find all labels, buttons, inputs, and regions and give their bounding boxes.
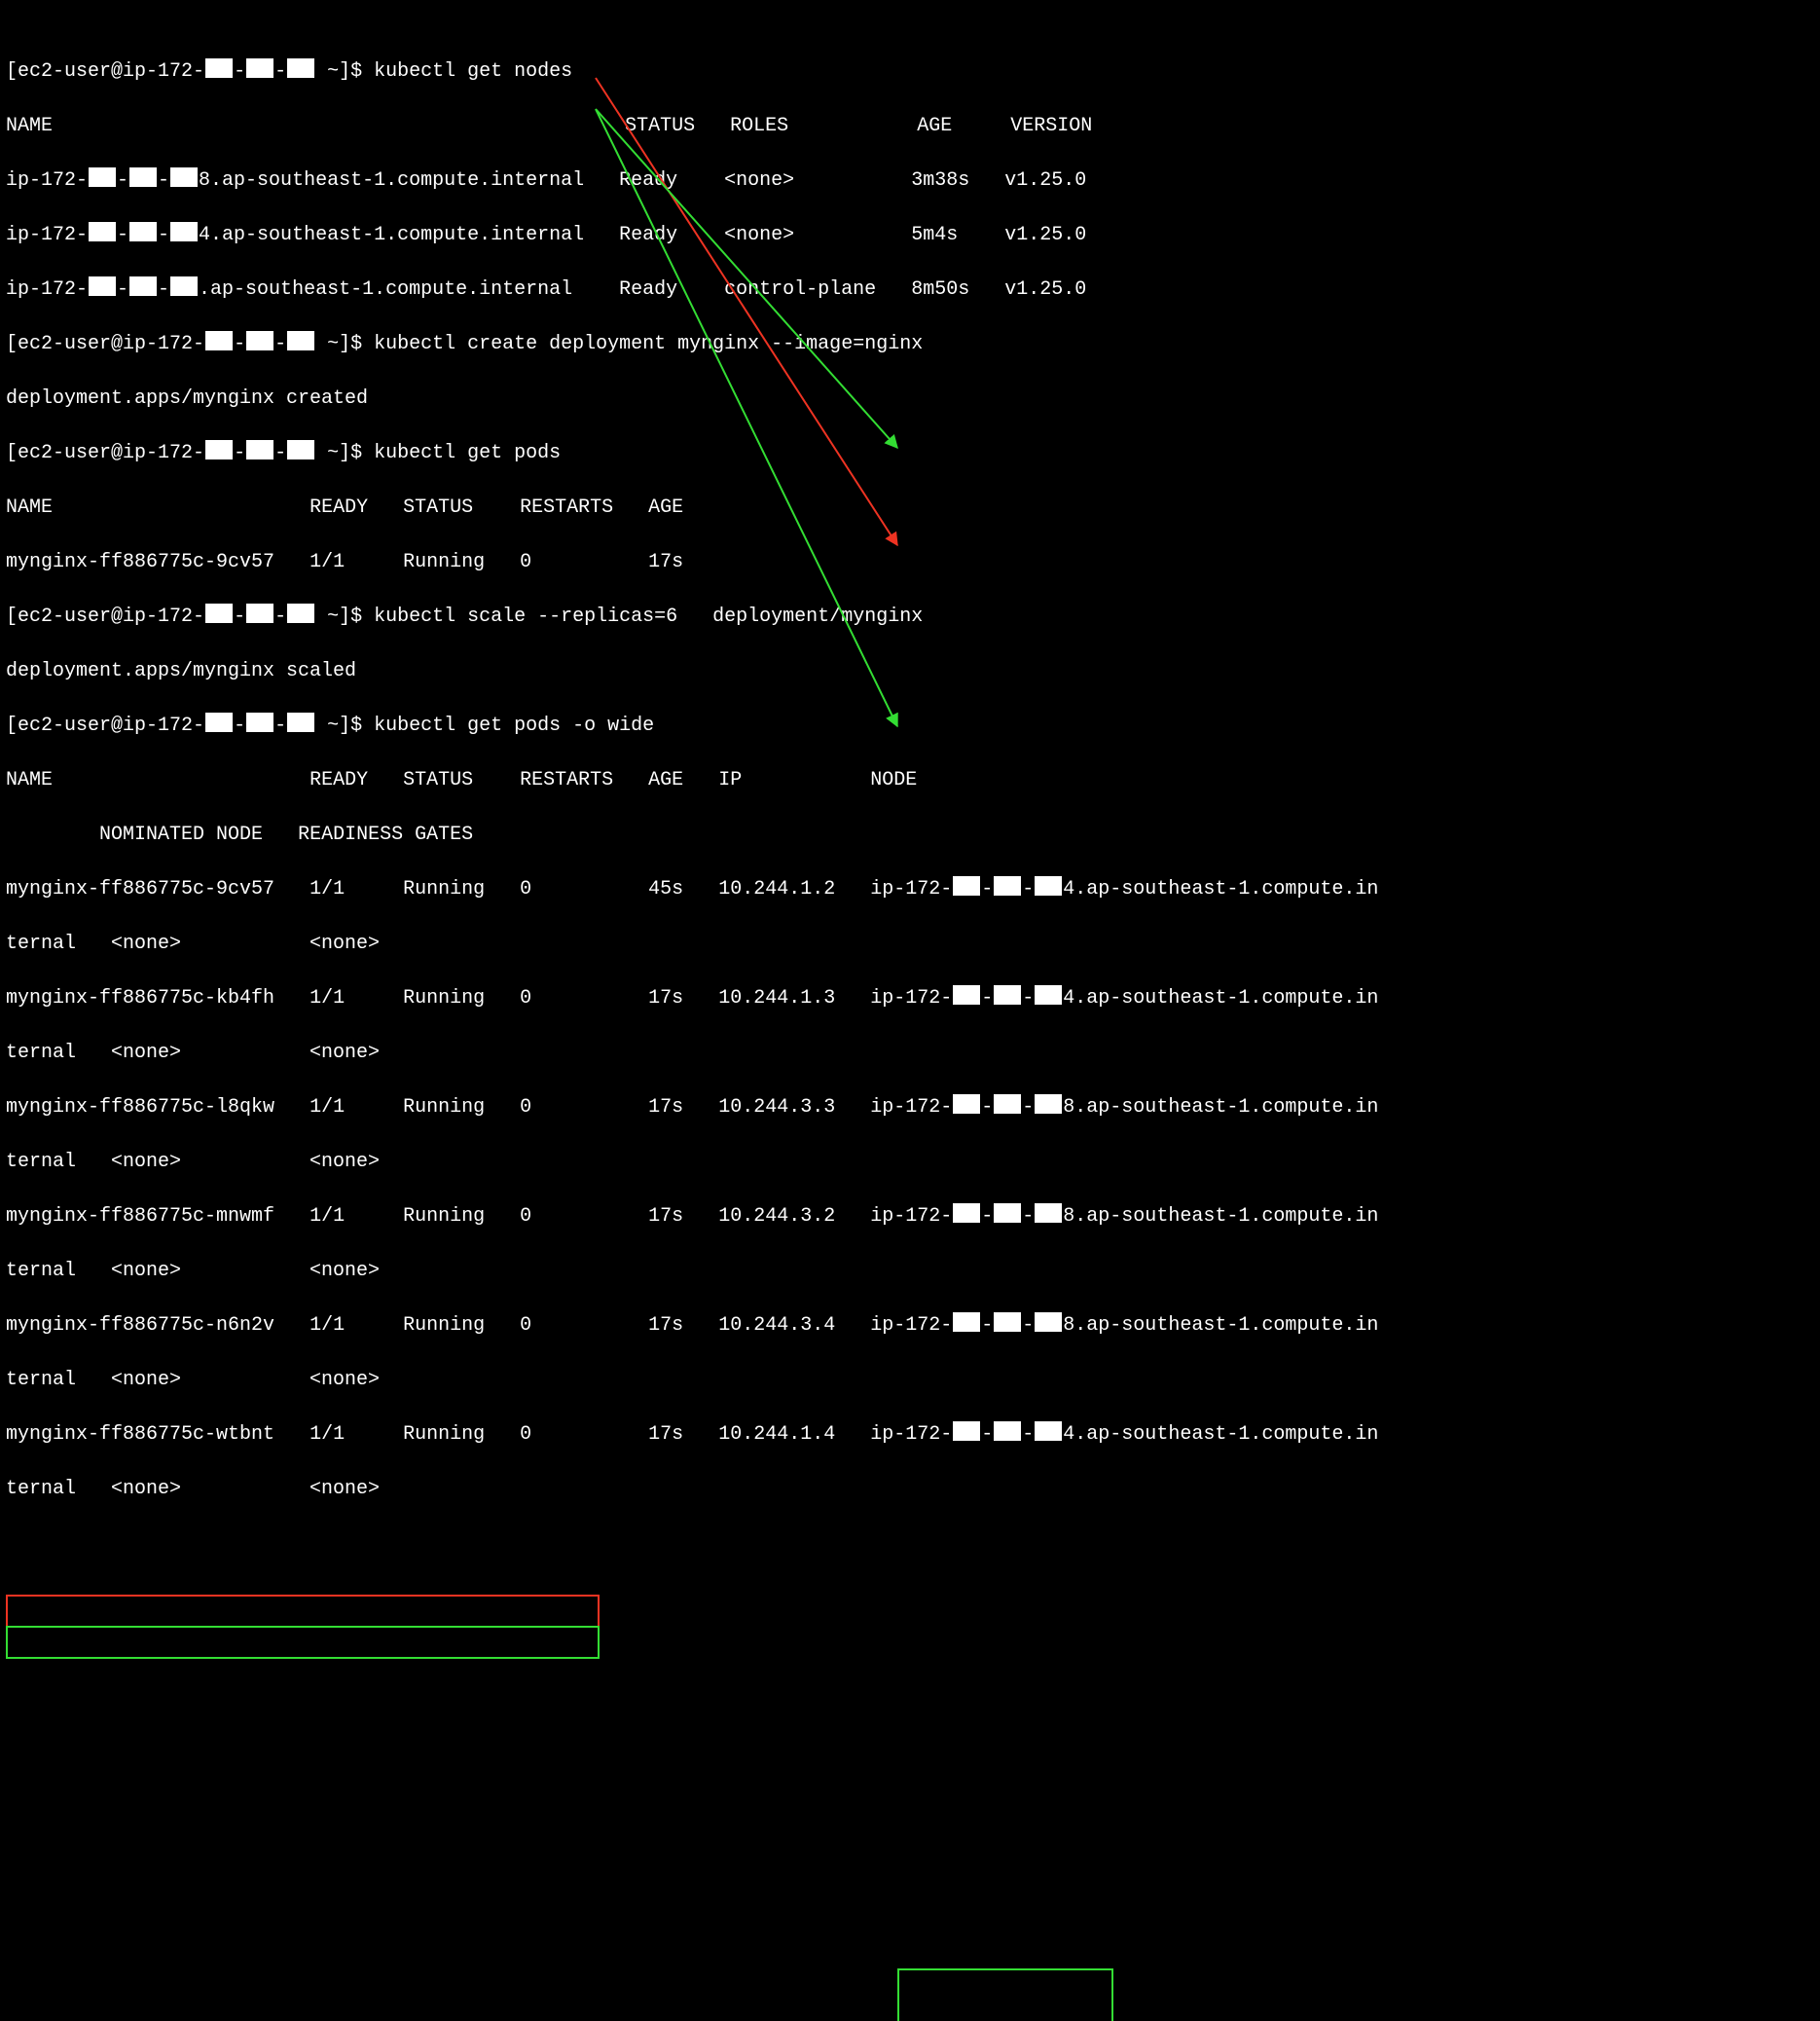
prompt-line: [ec2-user@ip-172--- ~]$ kubectl get pods… — [6, 713, 1814, 740]
redact-box — [205, 58, 233, 78]
table-row-wrap: ternal <none> <none> — [6, 1258, 1814, 1285]
annotation-box — [6, 1595, 600, 1628]
table-row: mynginx-ff886775c-9cv57 1/1 Running 0 17… — [6, 549, 1814, 576]
command-text: kubectl create deployment mynginx --imag… — [374, 333, 923, 355]
table-row: ip-172---4.ap-southeast-1.compute.intern… — [6, 222, 1814, 249]
table-header: NAME READY STATUS RESTARTS AGE — [6, 495, 1814, 522]
redact-box — [287, 58, 314, 78]
table-row-wrap: ternal <none> <none> — [6, 931, 1814, 958]
table-row-wrap: ternal <none> <none> — [6, 1367, 1814, 1394]
command-text: kubectl scale --replicas=6 deployment/my… — [374, 606, 923, 628]
annotation-box — [897, 1968, 1113, 2021]
prompt-text: [ec2-user@ip-172- — [6, 60, 204, 83]
table-row: ip-172---8.ap-southeast-1.compute.intern… — [6, 167, 1814, 195]
prompt-line: [ec2-user@ip-172--- ~]$ kubectl get node… — [6, 58, 1814, 86]
table-row: mynginx-ff886775c-kb4fh 1/1 Running 0 17… — [6, 985, 1814, 1012]
prompt-line: [ec2-user@ip-172--- ~]$ kubectl create d… — [6, 331, 1814, 358]
command-text: kubectl get pods — [374, 442, 561, 464]
table-header: NAME READY STATUS RESTARTS AGE IP NODE — [6, 767, 1814, 794]
table-row-wrap: ternal <none> <none> — [6, 1149, 1814, 1176]
annotation-box — [6, 1626, 600, 1659]
table-header: NAME STATUS ROLES AGE VERSION — [6, 113, 1814, 140]
command-text: kubectl get pods -o wide — [374, 715, 654, 737]
table-row: mynginx-ff886775c-wtbnt 1/1 Running 0 17… — [6, 1421, 1814, 1449]
table-row-wrap: ternal <none> <none> — [6, 1040, 1814, 1067]
redact-box — [246, 58, 273, 78]
table-row: mynginx-ff886775c-mnwmf 1/1 Running 0 17… — [6, 1203, 1814, 1231]
command-text: kubectl get nodes — [374, 60, 572, 83]
terminal: [ec2-user@ip-172--- ~]$ kubectl get node… — [0, 0, 1820, 1534]
table-row: ip-172---.ap-southeast-1.compute.interna… — [6, 276, 1814, 304]
table-row: mynginx-ff886775c-9cv57 1/1 Running 0 45… — [6, 876, 1814, 903]
output-text: deployment.apps/mynginx scaled — [6, 658, 1814, 685]
prompt-line: [ec2-user@ip-172--- ~]$ kubectl get pods — [6, 440, 1814, 467]
table-header: NOMINATED NODE READINESS GATES — [6, 822, 1814, 849]
prompt-line: [ec2-user@ip-172--- ~]$ kubectl scale --… — [6, 604, 1814, 631]
table-row: mynginx-ff886775c-n6n2v 1/1 Running 0 17… — [6, 1312, 1814, 1340]
table-row-wrap: ternal <none> <none> — [6, 1476, 1814, 1503]
table-row: mynginx-ff886775c-l8qkw 1/1 Running 0 17… — [6, 1094, 1814, 1121]
prompt-suffix: ~]$ — [315, 60, 374, 83]
output-text: deployment.apps/mynginx created — [6, 386, 1814, 413]
